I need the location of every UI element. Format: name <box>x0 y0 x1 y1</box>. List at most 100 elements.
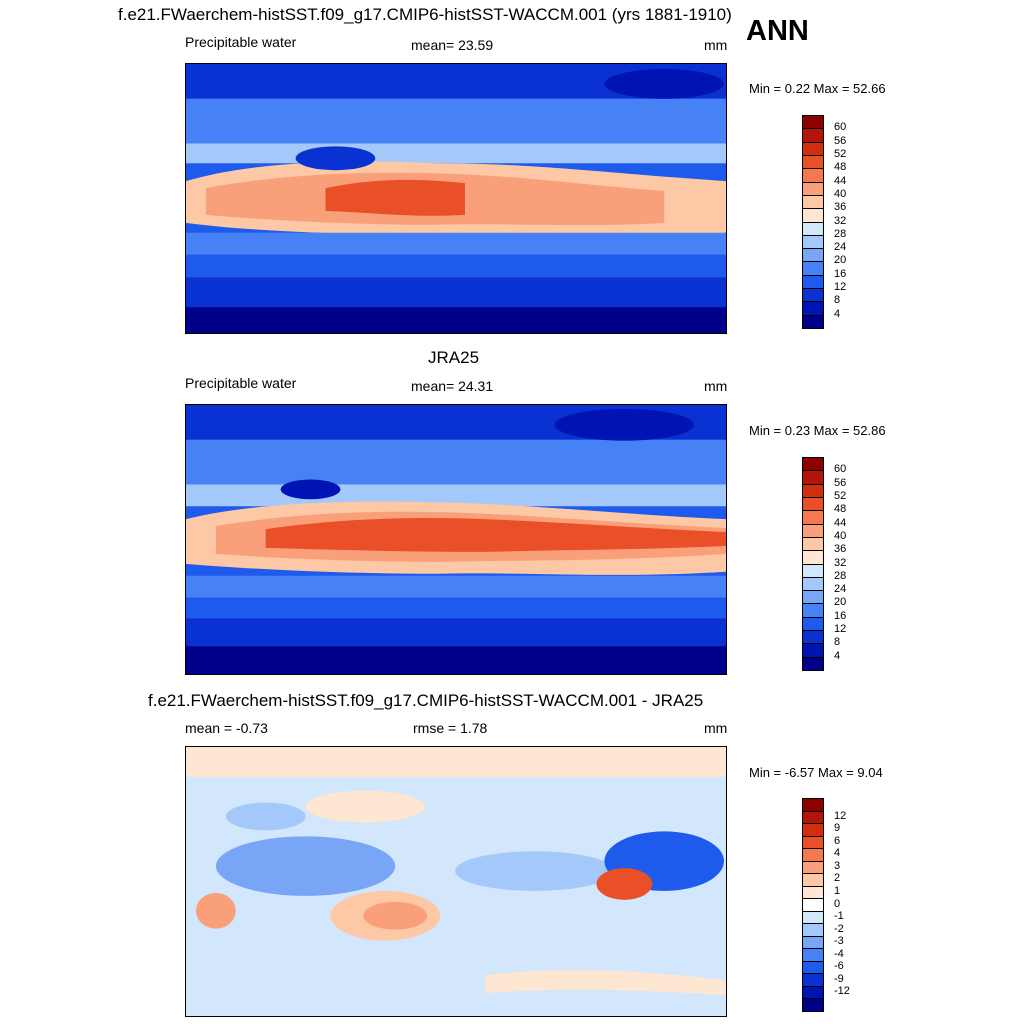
colorbar-label: 9 <box>834 822 841 835</box>
colorbar-swatch <box>802 181 824 196</box>
colorbar-swatch <box>802 873 824 887</box>
colorbar-label: 0 <box>834 897 841 910</box>
colorbar-swatch <box>802 470 824 485</box>
colorbar-label: -2 <box>834 922 844 935</box>
colorbar-swatch <box>802 973 824 987</box>
panel-2-mean: mean= 24.31 <box>411 378 494 394</box>
colorbar-swatch <box>802 141 824 156</box>
colorbar-label: 52 <box>834 489 847 502</box>
colorbar-swatch <box>802 314 824 329</box>
colorbar-label: 56 <box>834 134 847 147</box>
panel-2-field <box>186 405 726 674</box>
colorbar-label: -1 <box>834 910 844 923</box>
colorbar-label: 12 <box>834 281 847 294</box>
colorbar-swatch <box>802 998 824 1012</box>
colorbar-label: 28 <box>834 227 847 240</box>
colorbar-label: 20 <box>834 254 847 267</box>
colorbar-swatch <box>802 563 824 578</box>
colorbar-label: 32 <box>834 214 847 227</box>
colorbar-label: 16 <box>834 267 847 280</box>
colorbar-swatch <box>802 948 824 962</box>
panel-2-units: mm <box>704 378 728 394</box>
colorbar-swatch <box>802 835 824 850</box>
colorbar-swatch <box>802 576 824 592</box>
colorbar-swatch <box>802 960 824 975</box>
colorbar-swatch <box>802 910 824 925</box>
colorbar-swatch <box>802 483 824 498</box>
colorbar-swatch <box>802 985 824 1000</box>
season-label: ANN <box>746 15 809 47</box>
colorbar-label: 40 <box>834 187 847 200</box>
panel-3-minmax: Min = -6.57 Max = 9.04 <box>749 765 883 780</box>
colorbar-label: 52 <box>834 147 847 160</box>
colorbar-swatch <box>802 261 824 276</box>
panel-1-mean: mean= 23.59 <box>411 37 494 53</box>
colorbar-swatch <box>802 274 824 290</box>
colorbar-label: 6 <box>834 834 841 847</box>
colorbar-swatch <box>802 208 824 223</box>
colorbar-swatch <box>802 848 824 862</box>
colorbar-label: 60 <box>834 463 847 476</box>
panel-3-colorbar: -12 -9 -6 -4 -3 -2 -1 0 1 2 3 4 6 9 12 <box>802 798 850 1012</box>
colorbar-swatch <box>802 810 824 825</box>
panel-1-colorbar: 4 8 12 16 20 24 28 32 36 40 44 48 52 56 60 <box>802 115 846 329</box>
panel-2-title: JRA25 <box>428 348 480 367</box>
panel-2-variable-label: Precipitable water <box>185 375 297 391</box>
colorbar-swatch <box>802 898 824 912</box>
colorbar-swatch <box>802 860 824 875</box>
colorbar-swatch <box>802 168 824 183</box>
colorbar-swatch <box>802 496 824 512</box>
colorbar-label: 12 <box>834 623 847 636</box>
panel-3-field <box>186 747 726 1016</box>
panel-1-map <box>185 63 727 334</box>
panel-1-variable-label: Precipitable water <box>185 34 297 50</box>
colorbar-label: 2 <box>834 872 841 885</box>
colorbar-swatch <box>802 630 824 645</box>
colorbar-swatch <box>802 550 824 565</box>
colorbar-label: 48 <box>834 503 847 516</box>
colorbar-swatch <box>802 154 824 170</box>
colorbar-label: 8 <box>834 636 841 649</box>
colorbar-swatch <box>802 221 824 236</box>
colorbar-label: 28 <box>834 569 847 582</box>
colorbar-label: 60 <box>834 121 847 134</box>
colorbar-label: -4 <box>834 947 844 960</box>
colorbar-swatch <box>802 234 824 250</box>
panel-1-units: mm <box>704 37 728 53</box>
colorbar-swatch <box>802 128 824 143</box>
colorbar-swatch <box>802 603 824 618</box>
colorbar-label: 44 <box>834 174 847 187</box>
colorbar-swatch <box>802 288 824 303</box>
colorbar-swatch <box>802 590 824 605</box>
panel-2-minmax: Min = 0.23 Max = 52.86 <box>749 423 886 438</box>
colorbar-label: -3 <box>834 935 844 948</box>
colorbar-label: 24 <box>834 583 847 596</box>
panel-3-units: mm <box>704 720 728 736</box>
colorbar-swatch <box>802 457 824 472</box>
colorbar-swatch <box>802 115 824 130</box>
colorbar-label: 48 <box>834 161 847 174</box>
colorbar-swatch <box>802 935 824 950</box>
colorbar-label: 36 <box>834 201 847 214</box>
colorbar-label: 36 <box>834 543 847 556</box>
colorbar-swatch <box>802 643 824 658</box>
colorbar-label: 44 <box>834 516 847 529</box>
colorbar-label: 1 <box>834 884 841 897</box>
colorbar-label: 4 <box>834 847 841 860</box>
colorbar-label: 24 <box>834 241 847 254</box>
colorbar-label: 32 <box>834 556 847 569</box>
colorbar-swatch <box>802 616 824 632</box>
panel-1-minmax: Min = 0.22 Max = 52.66 <box>749 81 886 96</box>
panel-1-field <box>186 64 726 333</box>
colorbar-swatch <box>802 923 824 937</box>
colorbar-swatch <box>802 823 824 837</box>
colorbar-label: -9 <box>834 972 844 985</box>
colorbar-swatch <box>802 510 824 525</box>
panel-2-colorbar: 4 8 12 16 20 24 28 32 36 40 44 48 52 56 60 <box>802 457 846 671</box>
colorbar-label: 12 <box>834 809 847 822</box>
colorbar-swatch <box>802 194 824 210</box>
panel-2-map <box>185 404 727 675</box>
colorbar-swatch <box>802 885 824 900</box>
colorbar-label: 20 <box>834 596 847 609</box>
colorbar-label: 16 <box>834 609 847 622</box>
